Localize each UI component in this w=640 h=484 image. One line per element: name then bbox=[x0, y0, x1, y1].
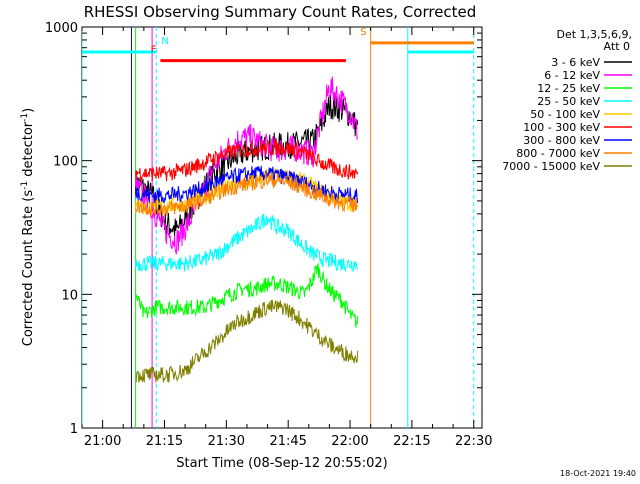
flag-bar-label: F bbox=[151, 45, 157, 56]
event-lines bbox=[82, 27, 475, 428]
x-tick-label: 22:00 bbox=[331, 434, 368, 449]
x-tick-label: 21:00 bbox=[84, 434, 121, 449]
legend-header-line1: Det 1,3,5,6,9, bbox=[556, 28, 632, 41]
y-tick-label: 10 bbox=[61, 288, 78, 303]
y-tick-label: 1000 bbox=[45, 21, 78, 36]
legend-label: 50 - 100 keV bbox=[530, 108, 600, 121]
legend-label: 3 - 6 keV bbox=[551, 56, 600, 69]
legend-label: 800 - 7000 keV bbox=[516, 147, 600, 160]
series-line bbox=[135, 214, 359, 273]
legend-label: 12 - 25 keV bbox=[537, 82, 600, 95]
legend-label: 100 - 300 keV bbox=[523, 121, 600, 134]
y-tick-label: 100 bbox=[53, 155, 78, 170]
y-axis: 1 10 100 1000 bbox=[45, 21, 482, 437]
flag-bar-label: S bbox=[360, 27, 366, 38]
series-line bbox=[135, 262, 359, 328]
x-tick-label: 21:30 bbox=[208, 434, 245, 449]
x-tick-label: 21:45 bbox=[269, 434, 306, 449]
y-axis-label-part2: detector bbox=[21, 121, 36, 181]
y-axis-label-sup1: -1 bbox=[20, 181, 30, 190]
x-tick-label: 22:30 bbox=[455, 434, 492, 449]
legend-label: 6 - 12 keV bbox=[544, 69, 600, 82]
series-line bbox=[135, 299, 359, 384]
series-line bbox=[135, 172, 358, 217]
series-lines bbox=[135, 76, 359, 384]
legend-label: 300 - 800 keV bbox=[523, 134, 600, 147]
y-axis-label-part3: ) bbox=[21, 108, 36, 113]
series-line bbox=[135, 94, 359, 237]
series-line bbox=[135, 76, 359, 255]
x-axis-label: Start Time (08-Sep-12 20:55:02) bbox=[176, 456, 387, 471]
series-line bbox=[135, 138, 359, 182]
y-axis-label: Corrected Count Rate (s-1 detector-1) bbox=[20, 108, 36, 346]
y-tick-label: 1 bbox=[70, 422, 78, 437]
footer-date: 18-Oct-2021 19:40 bbox=[560, 469, 636, 478]
legend-header-line2: Att 0 bbox=[604, 40, 630, 53]
y-axis-label-sup2: -1 bbox=[20, 113, 30, 122]
x-tick-label: 22:15 bbox=[393, 434, 430, 449]
x-axis: 21:00 21:15 21:30 21:45 22:00 22:15 22:30 bbox=[81, 27, 492, 449]
x-tick-label: 21:15 bbox=[146, 434, 183, 449]
chart-title: RHESSI Observing Summary Count Rates, Co… bbox=[84, 3, 477, 21]
legend-label: 25 - 50 keV bbox=[537, 95, 600, 108]
observing-flag-bars: NF S bbox=[82, 27, 474, 63]
y-axis-label-part1: Corrected Count Rate (s bbox=[21, 190, 36, 347]
legend-label: 7000 - 15000 keV bbox=[502, 160, 600, 173]
flag-bar-label: N bbox=[161, 36, 168, 47]
